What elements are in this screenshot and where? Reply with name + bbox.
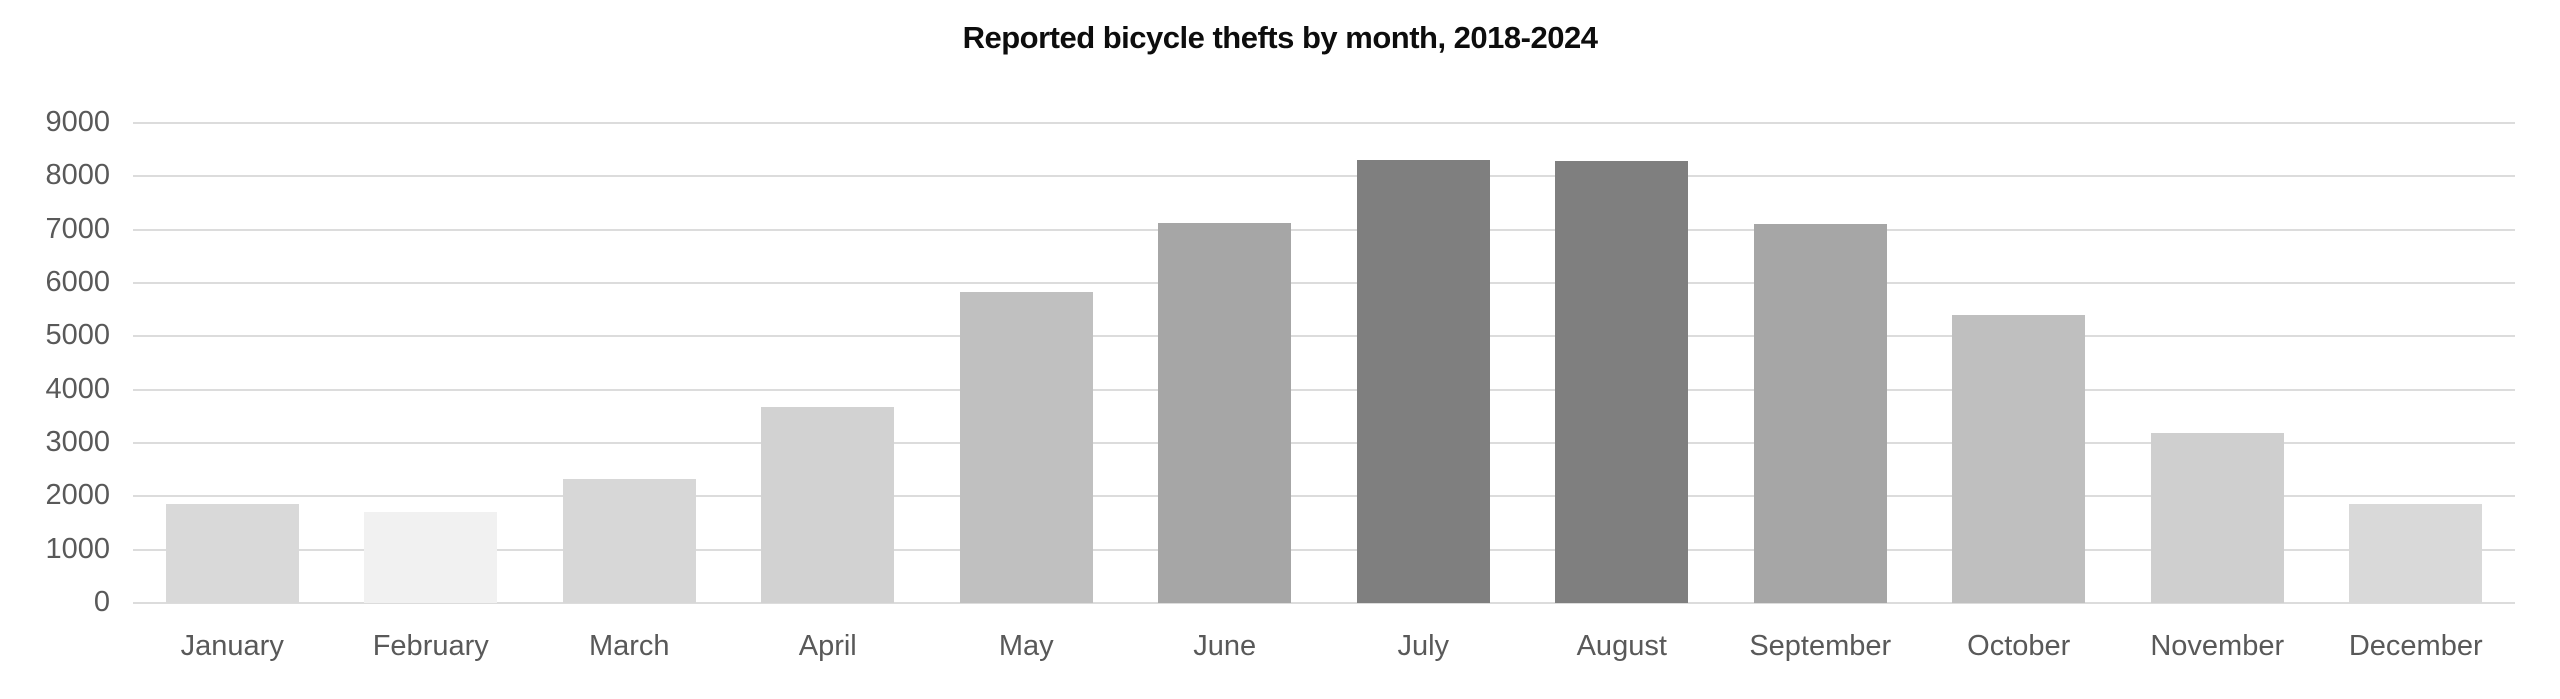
- x-axis-label-august: August: [1576, 630, 1667, 662]
- x-axis-label-february: February: [372, 630, 489, 662]
- x-axis-label-may: May: [998, 630, 1054, 662]
- bar-october: [1952, 315, 2086, 603]
- bar-november: [2150, 433, 2284, 603]
- chart-title: Reported bicycle thefts by month, 2018-2…: [962, 20, 1598, 55]
- y-axis-label-2000: 2000: [45, 479, 110, 512]
- bar-july: [1356, 160, 1490, 603]
- bar-january: [165, 504, 299, 603]
- y-axis-label-1000: 1000: [45, 532, 110, 565]
- bar-may: [959, 292, 1093, 603]
- x-axis-label-january: January: [180, 630, 284, 662]
- y-axis-label-9000: 9000: [45, 106, 110, 138]
- y-axis-label-4000: 4000: [45, 372, 110, 405]
- x-axis-label-april: April: [798, 630, 857, 662]
- y-axis-label-6000: 6000: [45, 266, 110, 298]
- bar-december: [2349, 503, 2483, 603]
- gridline-6000: [133, 282, 2515, 284]
- y-axis-label-0: 0: [93, 586, 110, 618]
- bar-september: [1753, 224, 1887, 603]
- x-axis-label-december: December: [2348, 630, 2483, 662]
- gridline-7000: [133, 228, 2515, 231]
- gridline-8000: [133, 175, 2515, 178]
- bar-february: [364, 512, 498, 603]
- gridline-3000: [133, 442, 2515, 444]
- y-axis-label-3000: 3000: [45, 426, 110, 458]
- bar-june: [1158, 222, 1292, 603]
- gridline-1000: [133, 548, 2515, 551]
- gridline-5000: [133, 335, 2515, 338]
- x-axis-label-july: July: [1397, 630, 1450, 662]
- y-axis-label-5000: 5000: [45, 319, 110, 352]
- x-axis-label-june: June: [1193, 630, 1257, 662]
- x-axis-label-october: October: [1967, 630, 2071, 662]
- bar-august: [1555, 160, 1689, 603]
- bar-april: [761, 407, 895, 603]
- x-axis-label-november: November: [2150, 630, 2285, 662]
- y-axis-label-7000: 7000: [45, 212, 110, 245]
- gridline-2000: [133, 495, 2515, 498]
- bar-march: [562, 478, 696, 603]
- y-axis-label-8000: 8000: [45, 159, 110, 192]
- x-axis-label-september: September: [1749, 630, 1892, 662]
- gridline-0: [133, 602, 2515, 604]
- gridline-9000: [133, 122, 2515, 124]
- x-axis-label-march: March: [588, 630, 670, 662]
- gridline-4000: [133, 388, 2515, 391]
